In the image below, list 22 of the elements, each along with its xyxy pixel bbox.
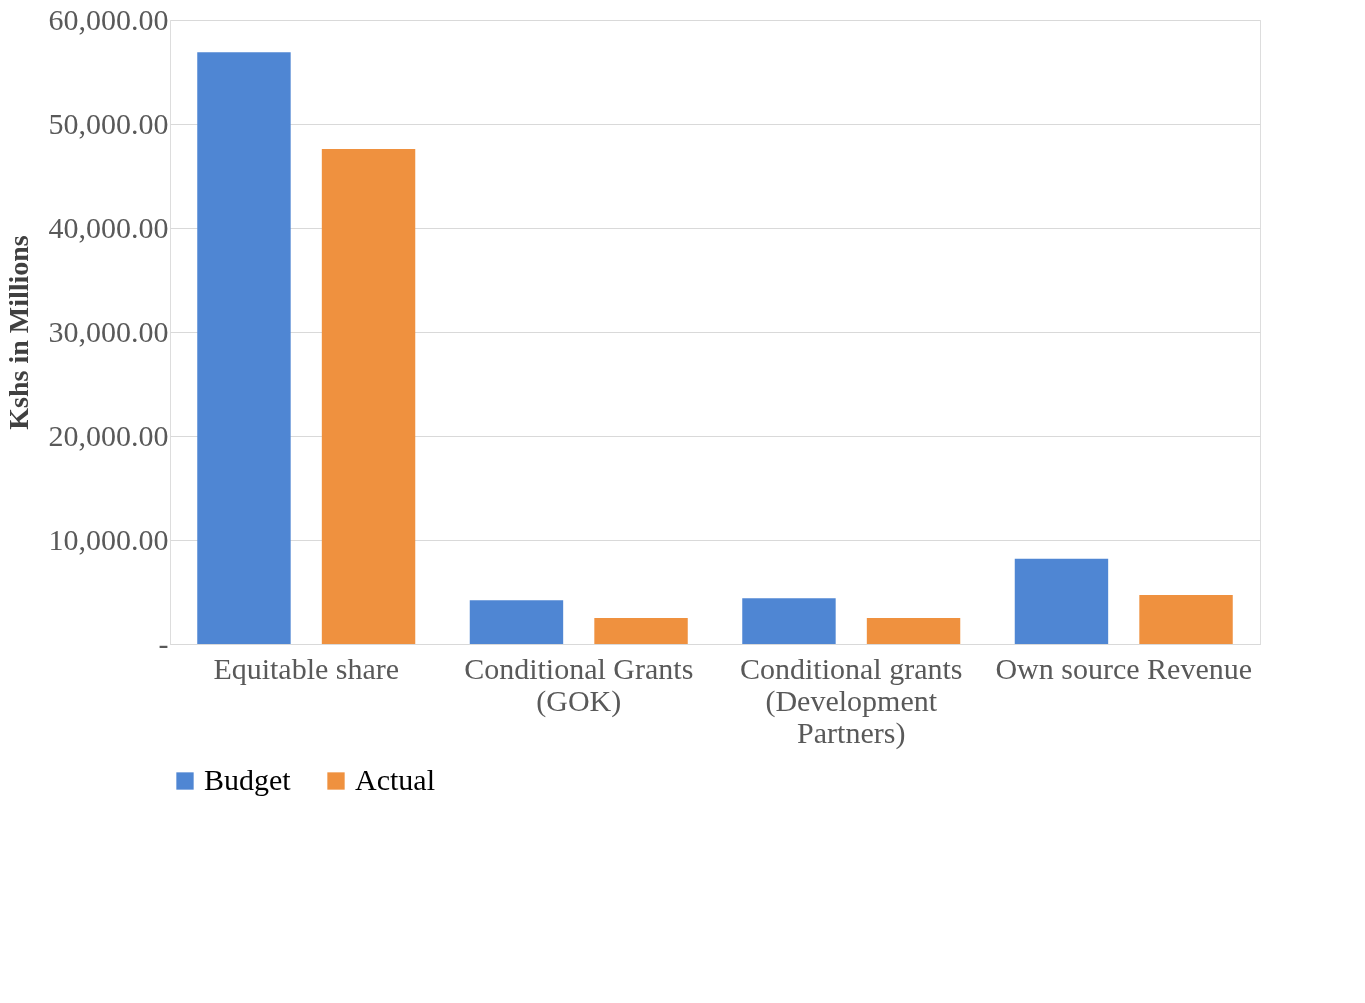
bar xyxy=(1139,595,1233,644)
bar xyxy=(1014,558,1109,644)
y-tick-label: 50,000.00 xyxy=(48,106,169,140)
legend-label: Actual xyxy=(355,763,435,796)
bar xyxy=(321,148,416,644)
y-tick-label: 60,000.00 xyxy=(48,2,169,36)
y-tick-label: - xyxy=(158,626,169,660)
x-tick-label: Conditional Grants (GOK) xyxy=(464,651,694,718)
x-tick-label: Own source Revenue xyxy=(995,651,1253,685)
bar xyxy=(197,52,291,644)
bar xyxy=(594,618,688,644)
y-axis-title: Kshs in Millions xyxy=(2,235,34,430)
y-tick-label: 30,000.00 xyxy=(48,314,169,348)
x-tick-label: Equitable share xyxy=(213,651,400,685)
x-tick-label: Conditional grants (Development Partners) xyxy=(740,651,963,750)
legend-label: Budget xyxy=(204,763,292,796)
y-tick-label: 10,000.00 xyxy=(48,522,169,556)
bar xyxy=(742,598,836,644)
y-tick-label: 40,000.00 xyxy=(48,210,169,244)
bar xyxy=(469,600,564,644)
bar xyxy=(866,618,961,644)
y-tick-label: 20,000.00 xyxy=(48,418,169,452)
